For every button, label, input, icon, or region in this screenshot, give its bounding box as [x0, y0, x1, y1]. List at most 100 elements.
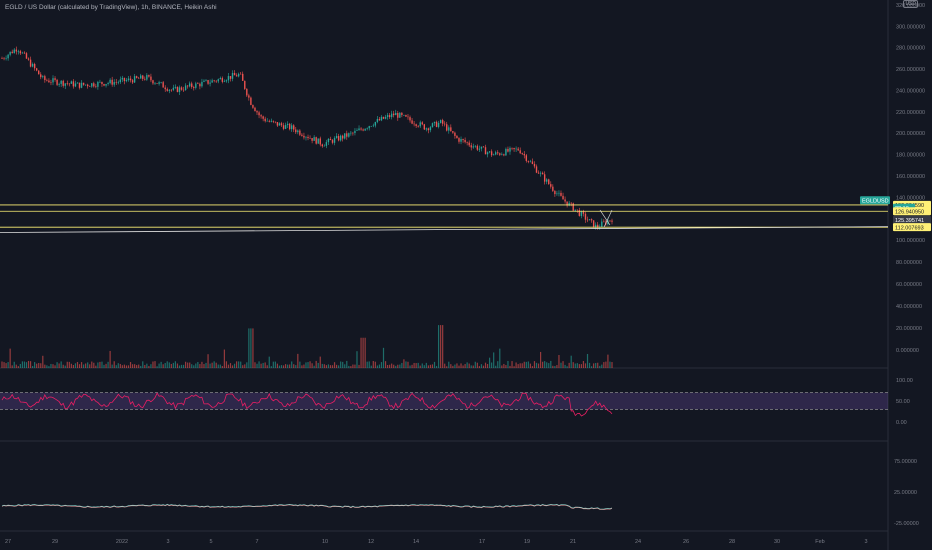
oscillator-line [1, 504, 613, 510]
candle-body [60, 80, 62, 84]
volume-bar [340, 361, 342, 368]
volume-bar [52, 364, 54, 368]
candle-body [1, 58, 3, 60]
candle-body [470, 145, 472, 148]
candle-body [535, 166, 538, 173]
volume-bar [111, 364, 113, 368]
candle-body [560, 192, 562, 196]
candle-body [450, 127, 452, 132]
candle-body [558, 192, 560, 194]
volume-bar [58, 363, 60, 368]
candle-body [268, 120, 270, 122]
candle-body [564, 199, 566, 202]
candle-body [333, 138, 336, 143]
volume-bar [531, 366, 534, 368]
volume-bar [344, 364, 346, 368]
candle-body [184, 85, 187, 91]
price-axis[interactable]: 320.000000 300.000000 280.000000 260.000000… [896, 3, 925, 244]
candle-body [113, 82, 115, 85]
volume-bar [433, 361, 436, 368]
candle-body [27, 58, 30, 60]
candle-body [205, 80, 207, 81]
volume-bar [509, 365, 511, 368]
candle-body [352, 132, 354, 134]
candle-body [319, 138, 321, 145]
candle-body [484, 147, 487, 155]
candle-body [7, 54, 9, 59]
candle-body [582, 211, 585, 214]
rsi-tick-label: 100.00 [896, 378, 913, 384]
candle-body [462, 139, 464, 141]
time-tick-label: 21 [570, 539, 576, 545]
candle-body [425, 128, 428, 130]
volume-bar [233, 363, 236, 368]
volume-bar [242, 365, 244, 368]
candle-body [580, 211, 583, 216]
time-tick-label: 2022 [116, 539, 128, 545]
volume-bar [103, 364, 105, 368]
volume-bar [156, 366, 158, 368]
candle-body [270, 120, 272, 122]
candle-body [103, 84, 105, 86]
candle-body [309, 138, 311, 139]
volume-bar [333, 362, 336, 368]
candle-body [150, 76, 152, 81]
candle-body [78, 82, 81, 88]
candle-body [472, 146, 474, 148]
volume-bar [354, 364, 356, 368]
volume-bar [360, 337, 362, 368]
candle-body [258, 112, 260, 116]
volume-bar [446, 366, 448, 368]
volume-bar [342, 361, 344, 368]
candle-body [554, 190, 556, 195]
candle-body [115, 82, 117, 83]
price-tag-label: 125.395741 [895, 218, 924, 224]
volume-bar [417, 362, 419, 368]
volume-bar [274, 361, 276, 368]
candle-body [429, 127, 432, 131]
volume-bar [568, 362, 570, 368]
candle-body [217, 79, 219, 82]
time-axis[interactable]: 27 29 2022 3 5 7 10 12 14 17 19 21 24 26 28 30 Feb 3 [5, 539, 868, 545]
candle-body [597, 224, 599, 228]
volume-bar [499, 348, 501, 368]
volume-bar [93, 362, 95, 368]
volume-bar [384, 361, 387, 368]
volume-bar [295, 365, 297, 368]
volume-bar [466, 362, 468, 368]
candle-body [288, 123, 291, 130]
volume-bar [580, 364, 582, 368]
oscillator-tick-label: 25.00000 [894, 490, 917, 496]
price-tick-label: 100.000000 [896, 238, 925, 244]
volume-bar [178, 365, 181, 368]
candle-body [552, 186, 554, 191]
volume-bar [570, 355, 572, 368]
volume-bar [119, 363, 121, 368]
volume-bar [68, 361, 70, 368]
volume-bar [503, 363, 505, 368]
oscillator-tick-label: -25.00000 [894, 521, 919, 527]
currency-selector[interactable]: USD [903, 0, 918, 8]
volume-bar [38, 362, 40, 368]
level-lines[interactable] [0, 204, 889, 233]
volume-bar [493, 352, 495, 368]
candle-body [307, 136, 309, 139]
candle-body [378, 119, 381, 121]
candle-body [274, 121, 277, 123]
candle-body [437, 122, 440, 127]
volume-bar [46, 365, 48, 368]
volume-bar [27, 360, 30, 368]
volume-bar [362, 337, 364, 368]
rsi-tick-label: 0.00 [896, 420, 907, 426]
candle-body [305, 136, 307, 138]
volume-bar [529, 363, 531, 368]
candle-body [58, 83, 60, 85]
volume-bar [348, 365, 350, 368]
volume-bar [419, 365, 421, 368]
volume-bar [329, 365, 332, 368]
candle-body [160, 82, 162, 83]
candle-body [403, 114, 405, 116]
volume-bar [127, 365, 130, 368]
volume-bar [525, 361, 527, 368]
